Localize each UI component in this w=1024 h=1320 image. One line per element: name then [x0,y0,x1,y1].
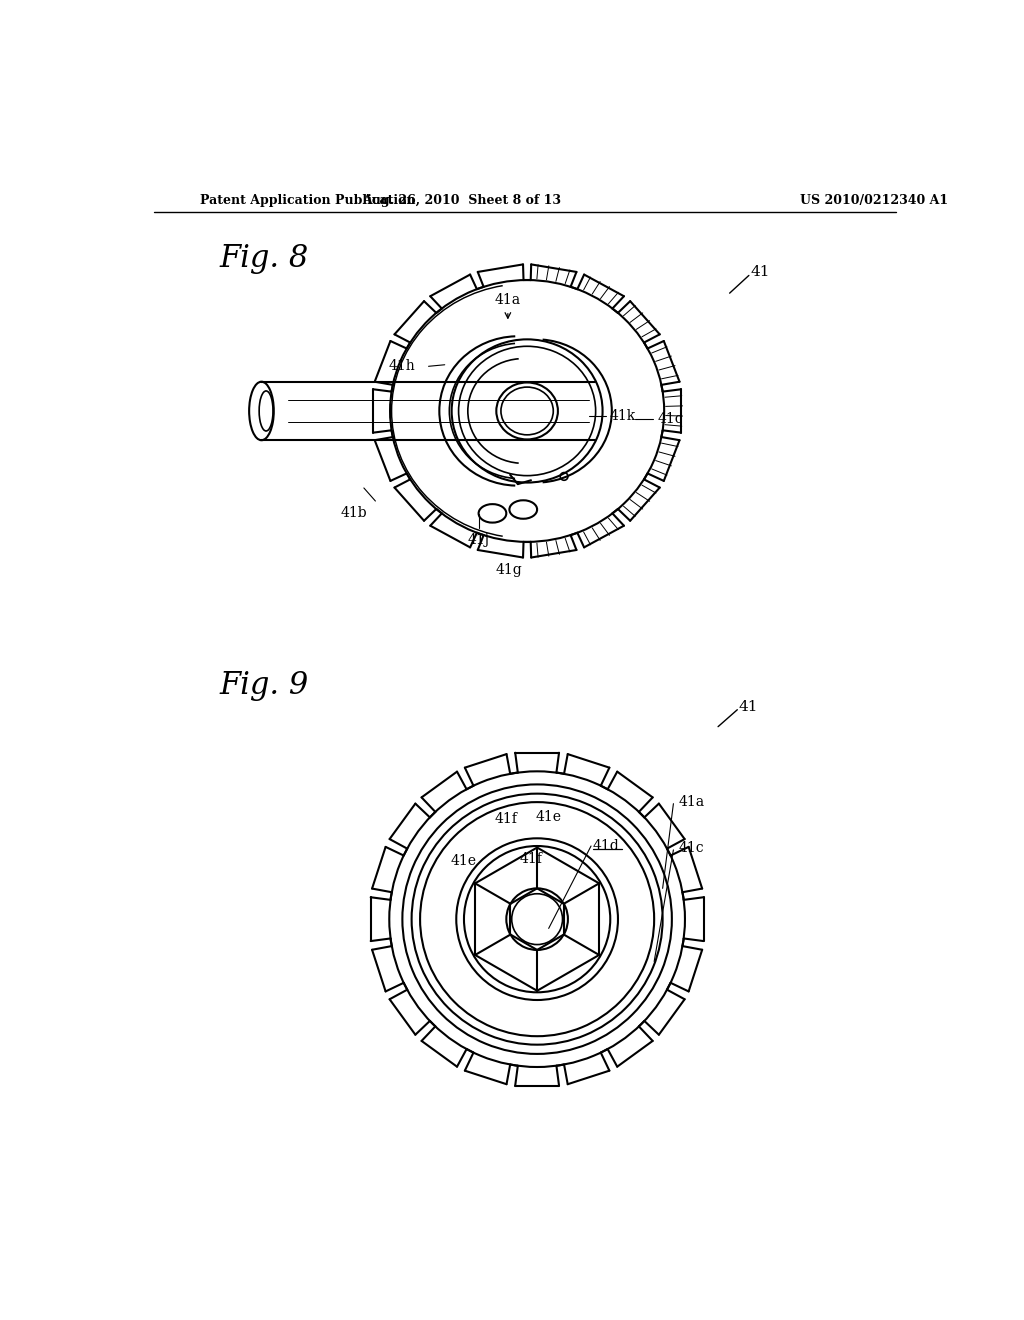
Text: 41e: 41e [536,809,562,824]
Text: 41f: 41f [495,812,517,826]
Text: 41a: 41a [679,795,705,809]
Text: Patent Application Publication: Patent Application Publication [200,194,416,207]
Text: 41b: 41b [341,507,368,520]
Text: 41a: 41a [495,293,521,308]
Text: 41d: 41d [593,840,620,853]
Text: 41g: 41g [496,562,523,577]
Text: 41f: 41f [519,853,543,866]
Text: 41: 41 [751,265,770,280]
Text: 41c: 41c [679,841,705,855]
Text: 41k: 41k [609,409,636,424]
Text: 41e: 41e [451,854,476,869]
Text: Fig. 8: Fig. 8 [219,243,308,275]
Text: Aug. 26, 2010  Sheet 8 of 13: Aug. 26, 2010 Sheet 8 of 13 [362,194,561,207]
Text: US 2010/0212340 A1: US 2010/0212340 A1 [801,194,948,207]
Text: 41: 41 [739,700,759,714]
Text: 41c: 41c [657,412,683,425]
Text: Fig. 9: Fig. 9 [219,671,308,701]
Text: 41h: 41h [389,359,416,374]
Text: 41j: 41j [468,533,489,548]
